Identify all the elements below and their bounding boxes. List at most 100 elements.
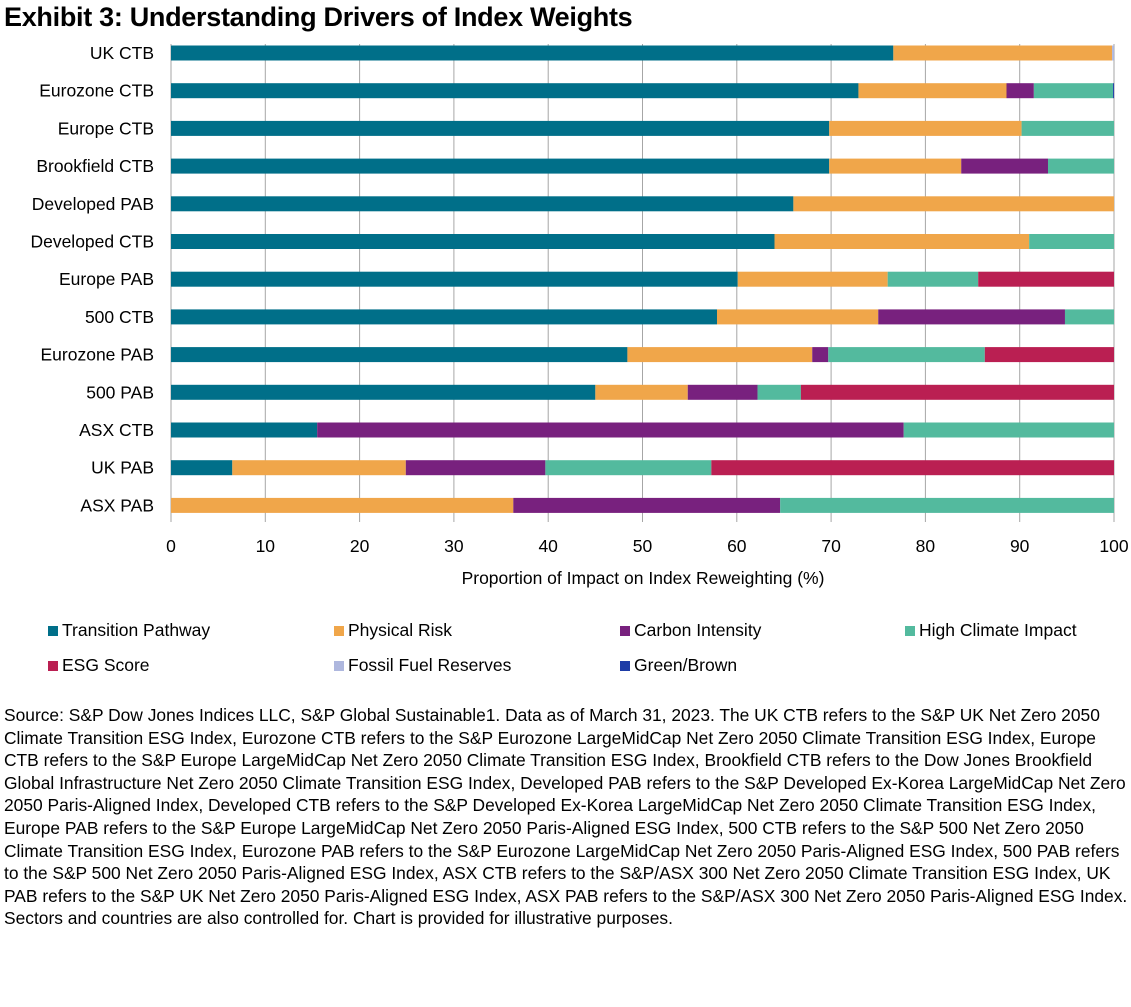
source-note: Source: S&P Dow Jones Indices LLC, S&P G…: [4, 705, 1128, 929]
bar-segment-high-climate-impact: [757, 384, 801, 400]
legend-label: ESG Score: [62, 655, 150, 675]
x-tick-label: 60: [727, 536, 747, 556]
x-axis-title: Proportion of Impact on Index Reweightin…: [462, 568, 825, 588]
x-tick-label: 70: [821, 536, 841, 556]
legend-swatch: [334, 625, 344, 636]
legend-swatch: [620, 625, 630, 636]
bar-segment-physical-risk: [232, 460, 406, 476]
legend-item: Carbon Intensity: [620, 620, 761, 641]
bar-segment-physical-risk: [793, 196, 1114, 212]
bar-segment-physical-risk: [774, 234, 1030, 249]
category-label: 500 PAB: [86, 382, 154, 402]
legend-label: Physical Risk: [348, 620, 453, 640]
category-labels: UK CTB Eurozone CTB Europe CTB Brookfield C…: [30, 43, 154, 515]
category-label: Europe CTB: [58, 118, 154, 138]
bar-segment-high-climate-impact: [545, 460, 712, 476]
legend-label: Fossil Fuel Reserves: [348, 655, 512, 675]
bar-segment-transition-pathway: [171, 234, 775, 249]
category-label: 500 CTB: [85, 307, 154, 327]
legend-item: Green/Brown: [620, 655, 737, 676]
bar-segment-high-climate-impact: [887, 271, 979, 287]
bar-segment-transition-pathway: [171, 347, 628, 363]
bar-segment-physical-risk: [627, 347, 813, 363]
legend-item: Transition Pathway: [48, 620, 210, 641]
bar-segment-transition-pathway: [171, 83, 859, 99]
x-tick-label: 0: [166, 536, 176, 556]
bar-segment-transition-pathway: [171, 120, 830, 136]
category-label: ASX CTB: [79, 420, 154, 440]
bar-segment-green-brown: [1113, 83, 1115, 99]
legend-label: High Climate Impact: [919, 620, 1077, 640]
bar-segment-high-climate-impact: [1029, 234, 1114, 249]
category-label: Developed PAB: [32, 194, 154, 214]
stacked-bar-chart: UK CTB Eurozone CTB Europe CTB Brookfield C…: [30, 43, 1129, 588]
legend-label: Green/Brown: [634, 655, 738, 675]
legend-item: Physical Risk: [334, 620, 452, 641]
x-tick-label: 10: [256, 536, 276, 556]
x-tick-label: 40: [538, 536, 558, 556]
bar-segment-carbon-intensity: [1006, 83, 1034, 99]
bar-segment-esg-score: [711, 460, 1114, 476]
category-label: Europe PAB: [59, 269, 154, 289]
bar-segment-high-climate-impact: [1047, 158, 1114, 174]
x-tick-labels: 0 10 20 30 40 50 60 70 80 90 100: [166, 536, 1129, 556]
category-label: Brookfield CTB: [36, 156, 154, 176]
bar-segment-high-climate-impact: [1021, 120, 1114, 136]
category-label: UK CTB: [90, 43, 154, 63]
bar-segment-carbon-intensity: [687, 384, 758, 400]
x-tick-label: 80: [916, 536, 936, 556]
legend-swatch: [48, 625, 58, 636]
bar-segment-carbon-intensity: [878, 309, 1065, 325]
category-label: UK PAB: [91, 458, 154, 478]
bar-segment-transition-pathway: [171, 460, 233, 476]
bar-segment-physical-risk: [171, 497, 514, 513]
bar-segment-esg-score: [800, 384, 1114, 400]
bar-segment-physical-risk: [858, 83, 1007, 99]
bar-segment-physical-risk: [829, 158, 962, 174]
bar-segment-fossil-fuel-reserves: [1112, 45, 1114, 61]
bar-segment-carbon-intensity: [961, 158, 1048, 174]
bar-segment-high-climate-impact: [828, 347, 985, 363]
legend-label: Transition Pathway: [62, 620, 211, 640]
bar-segment-physical-risk: [737, 271, 888, 287]
legend-swatch: [334, 660, 344, 671]
bar-segment-carbon-intensity: [317, 422, 904, 438]
bar-segment-high-climate-impact: [780, 497, 1114, 513]
bar-segment-physical-risk: [893, 45, 1113, 61]
category-label: Eurozone CTB: [39, 81, 154, 101]
bar-segment-physical-risk: [595, 384, 688, 400]
legend-swatch: [48, 660, 58, 671]
x-tick-label: 20: [350, 536, 370, 556]
bar-segment-high-climate-impact: [903, 422, 1114, 438]
category-label: Developed CTB: [30, 232, 154, 252]
bar-segment-physical-risk: [829, 120, 1022, 136]
bar-segment-carbon-intensity: [812, 347, 829, 363]
bar-segment-carbon-intensity: [513, 497, 781, 513]
legend-item: Fossil Fuel Reserves: [334, 655, 511, 676]
bar-segments: [171, 45, 1115, 513]
x-tick-label: 50: [633, 536, 653, 556]
bar-segment-transition-pathway: [171, 422, 318, 438]
x-tick-label: 100: [1099, 536, 1128, 556]
bar-segment-transition-pathway: [171, 45, 894, 61]
bar-segment-transition-pathway: [171, 196, 794, 212]
legend-item: High Climate Impact: [905, 620, 1077, 641]
legend-label: Carbon Intensity: [634, 620, 762, 640]
bar-segment-carbon-intensity: [405, 460, 546, 476]
bar-segment-transition-pathway: [171, 384, 596, 400]
x-tick-label: 30: [444, 536, 464, 556]
legend-swatch: [620, 660, 630, 671]
bar-segment-transition-pathway: [171, 271, 738, 287]
x-tick-label: 90: [1010, 536, 1030, 556]
bar-segment-esg-score: [984, 347, 1114, 363]
bar-segment-high-climate-impact: [1064, 309, 1114, 325]
legend-item: ESG Score: [48, 655, 150, 676]
legend-swatch: [905, 625, 915, 636]
bar-segment-physical-risk: [716, 309, 879, 325]
category-label: Eurozone PAB: [41, 345, 155, 365]
bar-segment-high-climate-impact: [1033, 83, 1114, 99]
bar-segment-transition-pathway: [171, 158, 830, 174]
bar-segment-esg-score: [978, 271, 1114, 287]
chart-title: Exhibit 3: Understanding Drivers of Inde…: [4, 2, 633, 32]
bar-segment-transition-pathway: [171, 309, 717, 325]
